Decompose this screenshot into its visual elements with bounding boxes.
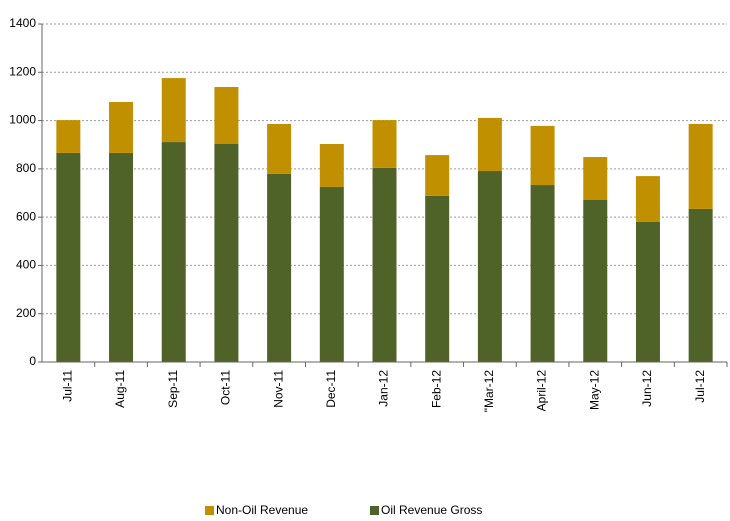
- y-tick-label: 1200: [9, 64, 36, 78]
- bar-segment: [425, 155, 450, 196]
- bar-segment: [109, 152, 134, 362]
- bar-segment: [583, 200, 608, 362]
- x-tick-label: Feb-12: [429, 370, 443, 408]
- x-tick-label: Sep-11: [166, 370, 180, 408]
- bar-segment: [56, 152, 81, 362]
- bar-segment: [161, 78, 186, 143]
- legend-label: Oil Revenue Gross: [381, 503, 482, 517]
- x-tick-label: "Mar-12: [482, 370, 496, 413]
- bar-segment: [267, 123, 292, 174]
- y-tick-label: 400: [16, 258, 36, 272]
- bar-segment: [635, 221, 660, 362]
- x-tick-label: Oct-11: [219, 370, 233, 405]
- bar-segment: [372, 120, 397, 168]
- bar-segment: [477, 171, 502, 362]
- bar-segment: [477, 117, 502, 172]
- x-tick-label: Dec-11: [324, 370, 338, 408]
- bar-segment: [688, 123, 713, 209]
- bar-segment: [319, 186, 344, 362]
- bar-segment: [56, 120, 81, 153]
- x-tick-label: Jul-11: [61, 370, 75, 402]
- x-tick-label: May-12: [587, 370, 601, 410]
- bar-segment: [161, 142, 186, 362]
- y-tick-label: 200: [16, 306, 36, 320]
- x-tick-label: April-12: [535, 370, 549, 412]
- bar-segment: [109, 101, 134, 153]
- y-tick-label: 800: [16, 161, 36, 175]
- x-tick-label: Aug-11: [113, 370, 127, 408]
- bar-segment: [214, 143, 239, 362]
- bar-segment: [530, 125, 555, 186]
- bar-segment: [267, 173, 292, 362]
- bar-segment: [319, 143, 344, 187]
- bar-segment: [635, 176, 660, 222]
- x-tick-label: Nov-11: [271, 370, 285, 408]
- y-tick-label: 600: [16, 209, 36, 223]
- y-tick-label: 0: [29, 354, 36, 368]
- bar-segment: [372, 167, 397, 362]
- bar-segment: [530, 185, 555, 362]
- legend-swatch: [205, 506, 214, 515]
- bar-segment: [214, 87, 239, 144]
- y-tick-label: 1000: [9, 113, 36, 127]
- x-tick-label: Jul-12: [693, 370, 707, 403]
- bar-segment: [425, 195, 450, 362]
- x-tick-label: Jun-12: [640, 370, 654, 407]
- x-tick-label: Jan-12: [377, 370, 391, 407]
- legend-label: Non-Oil Revenue: [216, 503, 308, 517]
- legend-swatch: [370, 506, 379, 515]
- y-tick-label: 1400: [9, 16, 36, 30]
- bar-segment: [688, 208, 713, 362]
- bar-segment: [583, 157, 608, 201]
